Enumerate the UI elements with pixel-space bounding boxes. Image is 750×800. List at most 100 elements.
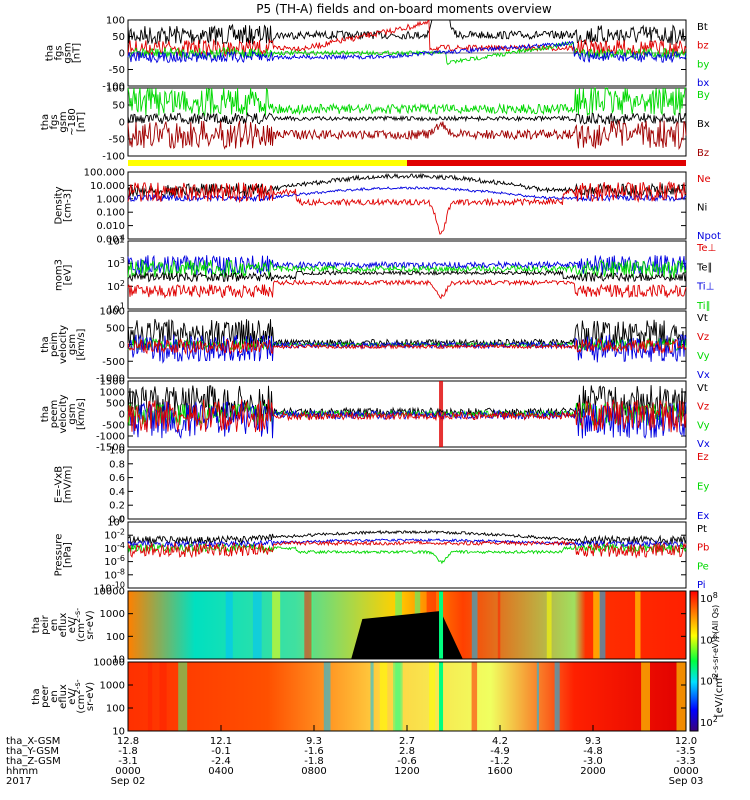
ylabel-line: Density: [54, 186, 65, 224]
ephemeris-value: -1.6: [304, 746, 324, 757]
spectrogram-band: [393, 662, 403, 731]
legend-item: Ne: [697, 174, 711, 185]
ylabel-line: [mV/m]: [63, 466, 74, 504]
ephemeris-value: -0.1: [211, 746, 231, 757]
legend-item: Ti∥: [696, 301, 711, 312]
ephemeris-value: 12.8: [117, 736, 139, 747]
ephemeris-value: -3.1: [118, 756, 138, 767]
ytick-label: 10-8: [104, 567, 125, 581]
ephemeris-value: 12.0: [675, 736, 697, 747]
ytick-label: -100: [102, 152, 125, 163]
ytick-label: 500: [106, 323, 125, 334]
trace-Npot: [127, 186, 687, 203]
ytick-label: 100: [106, 84, 125, 95]
spectrogram-band: [225, 591, 233, 659]
ephemeris-value: 0400: [208, 766, 233, 777]
ylabel-line: sr-eV): [85, 610, 96, 639]
ylabel-line: [cm-3]: [63, 189, 74, 222]
legend-item: Vy: [697, 351, 710, 362]
ylabel-line: peer: [40, 684, 51, 708]
spectrogram-band: [252, 591, 262, 659]
legend-item: Pt: [697, 524, 707, 535]
spectrogram-band: [304, 591, 312, 659]
spectrogram-band: [635, 591, 641, 659]
spectrogram-spike: [439, 591, 444, 659]
spectrogram-spike: [439, 662, 444, 731]
legend-item: Bz: [697, 148, 709, 159]
ytick-label: 10: [112, 727, 125, 738]
colorbar: [689, 590, 699, 732]
ylabel-line: peim: [49, 332, 60, 357]
trace-bz: [127, 19, 687, 58]
ytick-label: -100: [102, 82, 125, 93]
ylabel-line: tha: [40, 114, 51, 130]
ephemeris-value: 2000: [580, 766, 605, 777]
ylabel-line: [eV]: [63, 265, 74, 286]
legend-item: Ni: [697, 203, 707, 214]
trace-Vy: [127, 401, 687, 426]
ytick-label: 0.0: [109, 515, 125, 526]
ytick-label: 0.2: [109, 501, 125, 512]
panels-layer: 100500-50-100thafgsgsm[nT]Btbzbybx100500…: [31, 16, 725, 738]
legend-item: Bt: [697, 22, 708, 33]
spectrogram-band: [159, 662, 167, 731]
spectrogram-band: [429, 662, 436, 731]
trace-bx: [127, 40, 687, 64]
ytick-label: -1500: [96, 443, 125, 454]
ytick-label: 100: [106, 704, 125, 715]
ylabel-line: gsm: [63, 42, 74, 63]
panel-pressure: 10010-210-410-610-810-10Pressure[nPa]PtP…: [54, 515, 710, 595]
panel-peir-spec: 10000100010010thapeirenefluxeV/(cm2-s-sr…: [31, 587, 687, 666]
ephemeris-value: -3.5: [676, 746, 696, 757]
ytick-label: 10-6: [104, 554, 125, 568]
ytick-label: 1000: [100, 307, 125, 318]
legend-item: By: [697, 90, 710, 101]
legend-item: Vx: [697, 439, 710, 450]
ephemeris-value: 0000: [115, 766, 140, 777]
spectrogram-band: [497, 591, 501, 659]
spectrogram-band: [370, 662, 374, 731]
ylabel-line: sr-eV): [85, 682, 96, 711]
ylabel-line: eflux: [58, 613, 69, 638]
ephemeris-label: tha_X-GSM: [6, 736, 60, 747]
ytick-label: 1000: [100, 388, 125, 399]
ephemeris-value: -4.8: [583, 746, 603, 757]
ytick-label: 10000: [93, 587, 125, 598]
ytick-label: 10-2: [104, 528, 125, 542]
ylabel-line: E=-VxB: [54, 466, 65, 503]
ephemeris-value: 1600: [487, 766, 512, 777]
ephemeris-value: 4.2: [492, 736, 508, 747]
spectrogram-band: [554, 662, 560, 731]
ylabel-line: en: [49, 619, 60, 632]
legend-item: Pi: [697, 580, 706, 591]
spectrogram-band: [593, 591, 600, 659]
spectrogram-band: [546, 591, 552, 659]
ylabel-line: tha: [45, 45, 56, 61]
ytick-label: 102: [107, 279, 125, 293]
ytick-label: 0.8: [109, 459, 125, 470]
ytick-label: 0.001: [96, 235, 125, 246]
trace-Ne: [127, 180, 687, 235]
ytick-label: 0: [119, 410, 125, 421]
colorbar-label: [eV/(cm2-s-sr-eV)] (All Qs): [711, 605, 725, 718]
ylabel-line: [nT]: [76, 112, 87, 132]
panel-frame: [127, 590, 687, 660]
ephemeris-value: -1.8: [304, 756, 324, 767]
ytick-label: 0.010: [96, 221, 125, 232]
legend-item: Pb: [697, 543, 709, 554]
trace-Bz: [127, 120, 687, 150]
ytick-label: 50: [112, 32, 125, 43]
ytick-label: 10.000: [90, 181, 125, 192]
ylabel-line: eV/: [67, 616, 78, 633]
ytick-label: 0: [119, 340, 125, 351]
ytick-label: 100: [107, 515, 125, 529]
date-label: Sep 03: [669, 776, 704, 787]
trace-Vt: [127, 318, 687, 351]
ephemeris-value: 0800: [301, 766, 326, 777]
ytick-label: -1000: [96, 432, 125, 443]
panel-frame: [127, 449, 687, 520]
ytick-label: 0.4: [109, 487, 125, 498]
trace-Bt: [127, 19, 687, 46]
spectrogram-band: [599, 591, 606, 659]
